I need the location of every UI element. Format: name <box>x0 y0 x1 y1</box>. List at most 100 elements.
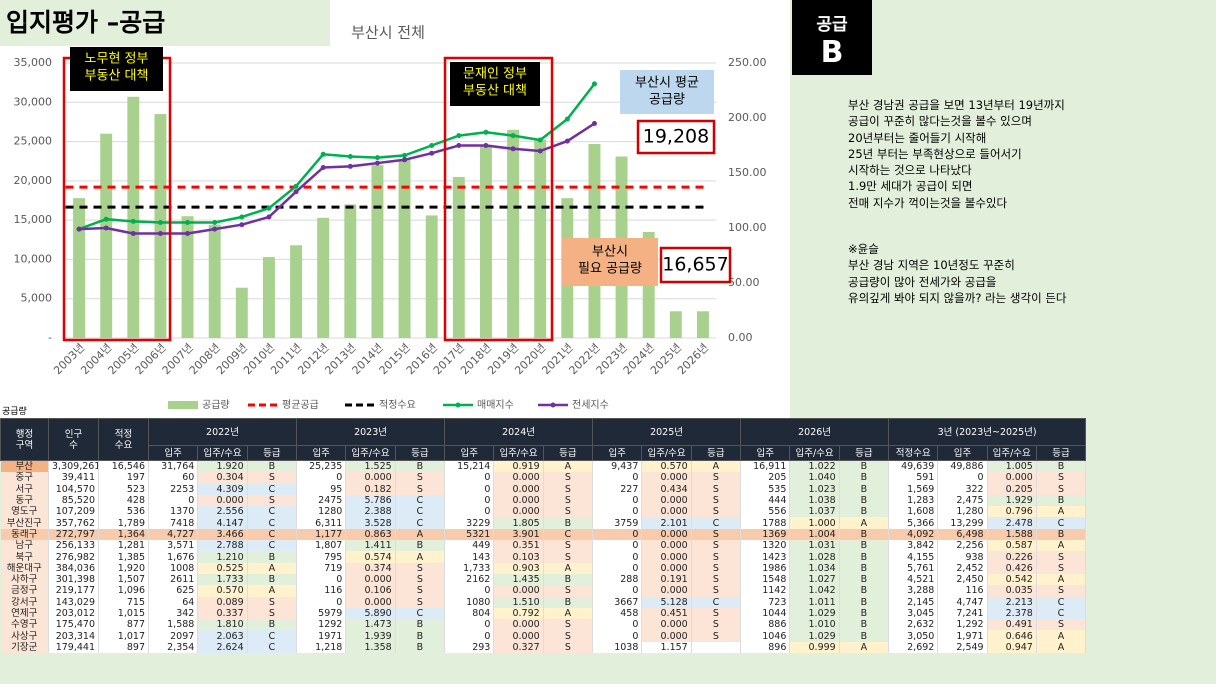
note-line: ※윤슬 <box>848 242 879 256</box>
table-cell: 0.947 <box>987 641 1037 654</box>
table-row: 동래구 272,797 1,364 4,727 3.466 C 1,177 0.863 A 532… <box>0 528 1087 541</box>
table-cell: 0 <box>592 551 643 563</box>
title-band <box>0 0 330 46</box>
table-cell: 49,886 <box>937 460 988 473</box>
table-cell: B <box>1036 494 1087 507</box>
table-cell: 0.000 <box>493 506 544 518</box>
table-cell: 0 <box>592 619 643 631</box>
table-cell: 1.525 <box>345 460 396 473</box>
note-line: 1.9만 세대가 공급이 되면 <box>848 179 973 194</box>
table-cell: S <box>395 573 446 586</box>
annotation-box <box>659 246 732 284</box>
header-cell: 입주 <box>740 445 791 461</box>
table-cell: S <box>247 596 298 608</box>
table-cell: 동래구 <box>0 528 49 541</box>
table-cell: 0 <box>592 562 643 574</box>
table-cell: 1142 <box>740 585 791 597</box>
table-cell: B <box>247 573 298 586</box>
note-line: 부산 경남 지역은 10년정도 꾸준히 <box>848 258 1015 273</box>
table-cell: C <box>247 630 298 642</box>
table-cell: 0 <box>296 472 347 484</box>
table-cell: 1.029 <box>789 630 840 642</box>
marker <box>266 205 272 211</box>
table-row: 연제구 203,012 1,015 342 0.337 S 5979 5.890 C 804 0.7… <box>0 607 1087 620</box>
table-cell: C <box>395 517 446 529</box>
table-row: 중구 39,411 197 60 0.304 S 0 0.000 S 0 0.000 S 0 0.000 S… <box>0 472 1087 484</box>
table-cell: 1423 <box>740 551 791 563</box>
table-cell: 7418 <box>148 517 199 529</box>
table-cell: 715 <box>98 596 149 608</box>
table-cell: B <box>247 619 298 631</box>
table-cell: 357,762 <box>48 517 99 529</box>
table-cell: 1.011 <box>789 596 840 608</box>
table-cell: 1,177 <box>296 528 347 541</box>
y-tick-label: 5,000 <box>21 292 53 305</box>
table-cell: 1,569 <box>888 483 939 495</box>
header-cell: 등급 <box>246 445 298 461</box>
table-caption: 공급량 <box>2 407 27 417</box>
table-row: 부산진구 357,762 1,789 7418 4.147 C 6,311 3.528 C 322… <box>0 517 1087 529</box>
table-cell: 0.000 <box>641 585 692 597</box>
y-tick-label: 15,000 <box>14 213 53 226</box>
table-cell: 1.210 <box>197 551 248 563</box>
table-cell: 북구 <box>0 551 49 563</box>
table-cell: C <box>1036 517 1087 529</box>
bar <box>73 198 86 338</box>
table-cell: A <box>247 562 298 574</box>
table-cell: 0.000 <box>345 596 396 608</box>
table-cell: 1.037 <box>789 506 840 518</box>
table-cell: 0 <box>444 483 495 495</box>
annotation-box <box>620 70 714 114</box>
table-row: 해운대구 384,036 1,920 1008 0.525 A 719 0.374 S 1,733… <box>0 562 1087 574</box>
header-cell: 입주 <box>937 445 988 461</box>
highlight-frame <box>443 56 554 342</box>
table-cell: 272,797 <box>48 528 99 541</box>
table-cell: 0.000 <box>493 585 544 597</box>
table-cell: A <box>543 607 594 620</box>
y2-tick-label: 250.00 <box>728 56 767 69</box>
table-cell: 13,299 <box>937 517 988 529</box>
table-cell: A <box>1036 506 1087 518</box>
table-cell: 1,096 <box>98 585 149 597</box>
table-cell: 1,280 <box>937 506 988 518</box>
table-cell: 1.005 <box>987 460 1037 473</box>
table-cell: 2,475 <box>937 494 988 507</box>
table-cell: 0 <box>444 630 495 642</box>
legend-swatch <box>168 401 198 409</box>
table-cell: 205 <box>740 472 791 484</box>
table-cell: B <box>839 585 890 597</box>
marker <box>510 133 516 139</box>
header-cell: 3년 (2023년~2025년) <box>888 418 1087 446</box>
table-row: 사상구 203,314 1,017 2097 2.063 C 1971 1.939 B 0 0.00… <box>0 630 1087 642</box>
marker <box>564 116 570 122</box>
note-line: 25년 부터는 부족현상으로 들어서기 <box>848 146 1022 161</box>
table-cell: 1.040 <box>789 472 840 484</box>
table-cell: 0.000 <box>345 472 396 484</box>
header-cell: 2026년 <box>740 418 890 446</box>
chart-subtitle: 부산시 전체 <box>351 24 425 42</box>
marker <box>374 155 380 161</box>
note-line: 부산 경남권 공급을 보면 13년부터 19년까지 <box>848 98 1065 112</box>
note-line: 공급이 꾸준히 많다는것을 볼수 있으며 <box>848 114 1032 129</box>
table-cell: B <box>839 630 890 642</box>
table-cell: A <box>691 460 742 473</box>
table-cell: 1971 <box>296 630 347 642</box>
table-cell: 2253 <box>148 483 199 495</box>
table-cell: 0 <box>592 540 643 552</box>
table-cell: 2.063 <box>197 630 248 642</box>
table-row: 금정구 219,177 1,096 625 0.570 A 116 0.106 S 0 0.000 S… <box>0 585 1087 597</box>
table-cell: 2.788 <box>197 540 248 552</box>
header-cell: 입주/수요 <box>345 445 396 461</box>
table-cell: B <box>839 506 890 518</box>
table-cell: 3667 <box>592 596 643 608</box>
table-cell: 4,747 <box>937 596 988 608</box>
header-cell: 인구 수 <box>48 418 99 461</box>
table-cell: S <box>543 641 594 654</box>
table-cell: A <box>395 551 446 563</box>
annotation-text: 노무현 정부 <box>85 52 149 67</box>
table-cell: S <box>247 472 298 484</box>
table-cell: C <box>691 596 742 608</box>
table-cell: 0.542 <box>987 573 1037 586</box>
marker <box>564 138 570 144</box>
